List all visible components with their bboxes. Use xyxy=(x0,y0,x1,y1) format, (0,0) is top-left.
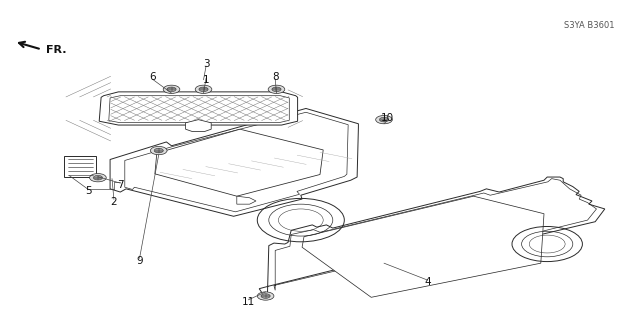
Polygon shape xyxy=(186,120,211,131)
Circle shape xyxy=(93,175,102,180)
Text: 8: 8 xyxy=(272,72,278,82)
Text: 5: 5 xyxy=(85,186,92,197)
Text: 7: 7 xyxy=(117,180,124,190)
Text: 1: 1 xyxy=(203,75,209,85)
Circle shape xyxy=(90,174,106,182)
Text: 9: 9 xyxy=(136,256,143,266)
Circle shape xyxy=(257,292,274,300)
Polygon shape xyxy=(99,92,298,125)
Text: 4: 4 xyxy=(424,277,431,287)
Circle shape xyxy=(272,87,281,92)
Circle shape xyxy=(150,146,167,155)
Circle shape xyxy=(380,117,388,122)
Circle shape xyxy=(268,85,285,93)
Circle shape xyxy=(376,115,392,124)
Circle shape xyxy=(167,87,176,92)
Text: 11: 11 xyxy=(242,297,255,308)
Circle shape xyxy=(195,85,212,93)
Text: 10: 10 xyxy=(381,113,394,123)
Circle shape xyxy=(154,148,163,153)
Polygon shape xyxy=(155,129,323,196)
Polygon shape xyxy=(110,108,358,216)
Polygon shape xyxy=(259,177,605,298)
Circle shape xyxy=(163,85,180,93)
Polygon shape xyxy=(302,196,544,297)
Polygon shape xyxy=(64,156,96,177)
Polygon shape xyxy=(237,196,256,204)
Text: 6: 6 xyxy=(149,72,156,82)
Text: FR.: FR. xyxy=(46,45,67,56)
Circle shape xyxy=(261,294,270,298)
Text: 2: 2 xyxy=(111,197,117,207)
Text: 3: 3 xyxy=(203,59,209,69)
Circle shape xyxy=(199,87,208,92)
Text: S3YA B3601: S3YA B3601 xyxy=(564,21,614,30)
